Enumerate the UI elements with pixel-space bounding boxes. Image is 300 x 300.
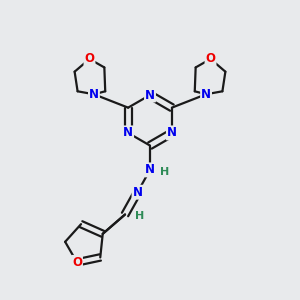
Text: N: N [145,164,155,176]
Text: N: N [145,88,155,101]
Text: O: O [72,256,82,269]
Text: O: O [206,52,215,65]
Text: N: N [201,88,211,101]
Text: O: O [85,52,94,65]
Text: H: H [160,167,169,177]
Text: H: H [135,211,144,221]
Text: N: N [133,186,142,199]
Text: N: N [167,126,177,140]
Text: N: N [89,88,99,101]
Text: N: N [123,126,133,140]
